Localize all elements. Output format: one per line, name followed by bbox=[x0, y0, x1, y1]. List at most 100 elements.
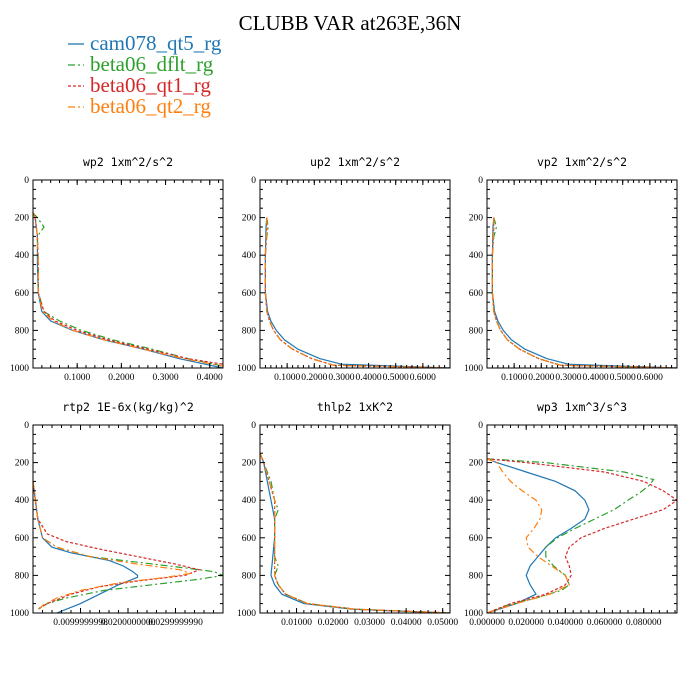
panel-title: wp3 1xm^3/s^3 bbox=[537, 400, 627, 414]
x-tick-label: 0.2000 bbox=[528, 373, 554, 383]
x-tick-label: 0.3000 bbox=[555, 373, 581, 383]
y-tick-label: 800 bbox=[469, 571, 484, 581]
x-tick-label: 0.4000 bbox=[583, 373, 609, 383]
x-tick-label: 0.3000 bbox=[328, 373, 354, 383]
series-line-0 bbox=[264, 217, 450, 368]
plot-frame bbox=[486, 424, 678, 614]
y-tick-label: 0 bbox=[478, 176, 483, 186]
panel-title: vp2 1xm^2/s^2 bbox=[537, 155, 627, 169]
y-tick-label: 200 bbox=[15, 459, 30, 469]
series-line-3 bbox=[487, 458, 571, 613]
series-line-3 bbox=[33, 481, 193, 612]
series-line-1 bbox=[33, 212, 223, 367]
x-tick-label: 0.02000 bbox=[318, 618, 349, 628]
y-tick-label: 400 bbox=[242, 251, 257, 261]
y-tick-label: 800 bbox=[15, 571, 30, 581]
series-line-2 bbox=[33, 212, 223, 365]
x-tick-label: 0.03000 bbox=[354, 618, 385, 628]
legend-label-0: cam078_qt5_rg bbox=[90, 31, 222, 55]
x-tick-label: 0.4000 bbox=[197, 373, 223, 383]
x-tick-label: 0.1000 bbox=[501, 373, 527, 383]
y-tick-label: 200 bbox=[242, 214, 257, 224]
y-tick-label: 1000 bbox=[237, 364, 256, 374]
x-tick-label: 0.6000 bbox=[410, 373, 436, 383]
x-tick-label: 0.020000 bbox=[508, 618, 544, 628]
panel-4: thlp2 1xK^2 0 200 400 600 800 1000 0.01000 0.020… bbox=[237, 400, 458, 628]
panel-title: thlp2 1xK^2 bbox=[317, 400, 393, 414]
plot-frame bbox=[32, 424, 224, 614]
x-tick-label: 0.3000 bbox=[152, 373, 178, 383]
x-tick-label: 0.5000 bbox=[610, 373, 636, 383]
panel-title: up2 1xm^2/s^2 bbox=[310, 155, 400, 169]
x-tick-label: 0.000000 bbox=[469, 618, 505, 628]
x-tick-label: 0.5000 bbox=[383, 373, 409, 383]
y-tick-label: 600 bbox=[469, 289, 484, 299]
panel-0: wp2 1xm^2/s^2 0 200 400 600 800 1000 0.1000 0.20… bbox=[10, 155, 224, 383]
y-tick-label: 200 bbox=[469, 214, 484, 224]
y-tick-label: 600 bbox=[15, 289, 30, 299]
series-line-3 bbox=[264, 217, 450, 368]
legend-label-1: beta06_dflt_rg bbox=[90, 52, 214, 76]
series-line-2 bbox=[33, 481, 202, 610]
y-tick-label: 0 bbox=[251, 176, 256, 186]
x-tick-label: 0.080000 bbox=[626, 618, 662, 628]
y-tick-label: 600 bbox=[15, 534, 30, 544]
y-tick-label: 400 bbox=[469, 496, 484, 506]
legend: cam078_qt5_rgbeta06_dflt_rgbeta06_qt1_rg… bbox=[68, 31, 222, 118]
plot-frame bbox=[32, 179, 224, 369]
series-line-1 bbox=[33, 481, 223, 610]
x-tick-label: 0.2000 bbox=[301, 373, 327, 383]
x-tick-label: 0.4000 bbox=[356, 373, 382, 383]
series-line-3 bbox=[491, 217, 677, 368]
x-tick-label: 0.6000 bbox=[637, 373, 663, 383]
x-tick-label: 0.04000 bbox=[391, 618, 422, 628]
plot-frame bbox=[486, 179, 678, 369]
series-line-0 bbox=[491, 217, 677, 368]
y-tick-label: 800 bbox=[15, 326, 30, 336]
y-tick-label: 400 bbox=[15, 496, 30, 506]
y-tick-label: 0 bbox=[478, 421, 483, 431]
y-tick-label: 600 bbox=[242, 534, 257, 544]
y-tick-label: 400 bbox=[242, 496, 257, 506]
panel-3: rtp2 1E-6x(kg/kg)^2 0 200 400 600 800 1000 0.00… bbox=[10, 400, 224, 628]
y-tick-label: 1000 bbox=[10, 364, 29, 374]
series-line-2 bbox=[487, 458, 677, 613]
x-tick-label: 0.1000 bbox=[64, 373, 90, 383]
y-tick-label: 400 bbox=[15, 251, 30, 261]
plot-frame bbox=[259, 179, 451, 369]
series-line-0 bbox=[33, 481, 139, 613]
y-tick-label: 1000 bbox=[10, 609, 29, 619]
series-line-1 bbox=[260, 452, 450, 613]
series-line-1 bbox=[487, 458, 655, 613]
y-tick-label: 200 bbox=[15, 214, 30, 224]
plot-frame bbox=[259, 424, 451, 614]
panel-title: wp2 1xm^2/s^2 bbox=[83, 155, 173, 169]
x-tick-label: 0.2000 bbox=[108, 373, 134, 383]
x-tick-label: 0.060000 bbox=[587, 618, 623, 628]
y-tick-label: 0 bbox=[24, 421, 29, 431]
y-tick-label: 200 bbox=[242, 459, 257, 469]
y-tick-label: 600 bbox=[469, 534, 484, 544]
panel-2: vp2 1xm^2/s^2 0 200 400 600 800 1000 0.1000 0.20… bbox=[464, 155, 678, 383]
x-tick-label: 0.0099999998 bbox=[53, 618, 108, 628]
y-tick-label: 1000 bbox=[237, 609, 256, 619]
y-tick-label: 600 bbox=[242, 289, 257, 299]
series-line-0 bbox=[260, 452, 450, 613]
panel-1: up2 1xm^2/s^2 0 200 400 600 800 1000 0.1000 0.20… bbox=[237, 155, 451, 383]
y-tick-label: 0 bbox=[251, 421, 256, 431]
legend-label-2: beta06_qt1_rg bbox=[90, 73, 211, 97]
y-tick-label: 0 bbox=[24, 176, 29, 186]
series-line-0 bbox=[487, 458, 590, 613]
figure-title: CLUBB VAR at263E,36N bbox=[239, 11, 462, 35]
y-tick-label: 1000 bbox=[464, 364, 483, 374]
x-tick-label: 0.0200000000 bbox=[101, 618, 156, 628]
series-line-2 bbox=[260, 452, 450, 613]
y-tick-label: 800 bbox=[469, 326, 484, 336]
y-tick-label: 1000 bbox=[464, 609, 483, 619]
y-tick-label: 400 bbox=[469, 251, 484, 261]
x-tick-label: 0.040000 bbox=[548, 618, 584, 628]
x-tick-label: 0.05000 bbox=[427, 618, 458, 628]
